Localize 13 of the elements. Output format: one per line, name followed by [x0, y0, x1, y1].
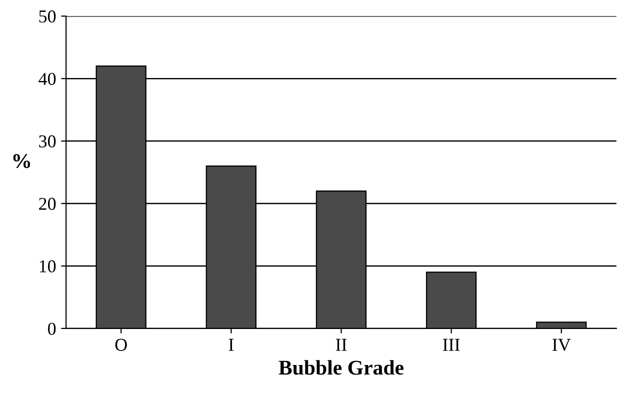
x-tick-label: I — [228, 338, 234, 351]
y-tick-label: 50 — [39, 10, 56, 23]
x-tick-label: III — [442, 338, 460, 351]
y-tick-label: 0 — [48, 322, 56, 335]
y-axis-title: % — [13, 154, 30, 168]
y-tick-label: 20 — [39, 198, 56, 210]
x-tick-label: O — [115, 338, 127, 351]
x-axis-title: Bubble Grade — [278, 360, 404, 375]
y-tick-label: 30 — [39, 135, 56, 148]
y-tick-label: 10 — [40, 260, 56, 272]
x-tick-label: II — [336, 338, 347, 351]
y-tick-label: 40 — [38, 72, 56, 86]
x-tick-label: IV — [552, 338, 571, 351]
